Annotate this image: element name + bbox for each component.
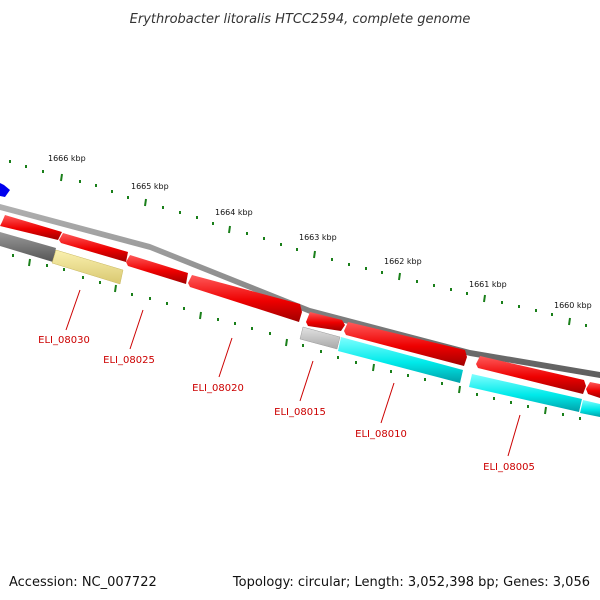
accession-text: Accession: NC_007722 bbox=[9, 575, 157, 590]
genome-summary-text: Topology: circular; Length: 3,052,398 bp… bbox=[232, 575, 590, 590]
gene-forward-5[interactable] bbox=[306, 312, 345, 331]
gene-reverse-cyan-3[interactable] bbox=[580, 400, 600, 417]
locus-tag-eli-08030[interactable]: ELI_08030 bbox=[38, 335, 90, 346]
scale-label-1662: 1662 kbp bbox=[384, 257, 422, 266]
scale-label-1660: 1660 kbp bbox=[554, 301, 592, 310]
scale-label-1661: 1661 kbp bbox=[469, 280, 507, 289]
scale-label-1664: 1664 kbp bbox=[215, 208, 253, 217]
gene-reverse-yellow[interactable] bbox=[51, 249, 124, 285]
locus-tag-eli-08025[interactable]: ELI_08025 bbox=[103, 355, 155, 366]
gene-forward-8[interactable] bbox=[586, 382, 600, 398]
scale-label-1666: 1666 kbp bbox=[48, 154, 86, 163]
scale-label-1665: 1665 kbp bbox=[131, 182, 169, 191]
gene-reverse-cyan-1[interactable] bbox=[338, 337, 463, 383]
gene-reverse-gray[interactable] bbox=[0, 232, 56, 262]
scale-labels: 1666 kbp 1665 kbp 1664 kbp 1663 kbp 1662… bbox=[48, 154, 592, 310]
reverse-strand-genes bbox=[0, 232, 600, 417]
gene-forward-1[interactable] bbox=[0, 215, 62, 240]
blue-feature-marker[interactable] bbox=[0, 183, 10, 197]
gene-forward-7[interactable] bbox=[476, 356, 586, 394]
forward-strand-genes bbox=[0, 215, 600, 398]
locus-tag-eli-08010[interactable]: ELI_08010 bbox=[355, 429, 407, 440]
locus-tag-labels: ELI_08030 ELI_08025 ELI_08020 ELI_08015 … bbox=[38, 335, 535, 473]
locus-tag-eli-08020[interactable]: ELI_08020 bbox=[192, 383, 244, 394]
gene-forward-2[interactable] bbox=[59, 233, 128, 262]
inner-tick-marks bbox=[12, 254, 581, 420]
label-leader-lines bbox=[65, 289, 521, 457]
outer-tick-marks bbox=[9, 160, 587, 327]
gene-forward-6[interactable] bbox=[344, 322, 467, 366]
locus-tag-eli-08015[interactable]: ELI_08015 bbox=[274, 407, 326, 418]
map-title: Erythrobacter litoralis HTCC2594, comple… bbox=[130, 12, 471, 27]
locus-tag-eli-08005[interactable]: ELI_08005 bbox=[483, 462, 535, 473]
scale-label-1663: 1663 kbp bbox=[299, 233, 337, 242]
genome-backbone bbox=[0, 204, 600, 378]
gene-forward-4[interactable] bbox=[188, 275, 302, 322]
gene-forward-3[interactable] bbox=[126, 255, 188, 284]
gene-reverse-light-gray[interactable] bbox=[299, 326, 341, 350]
gene-reverse-cyan-2[interactable] bbox=[469, 374, 582, 412]
